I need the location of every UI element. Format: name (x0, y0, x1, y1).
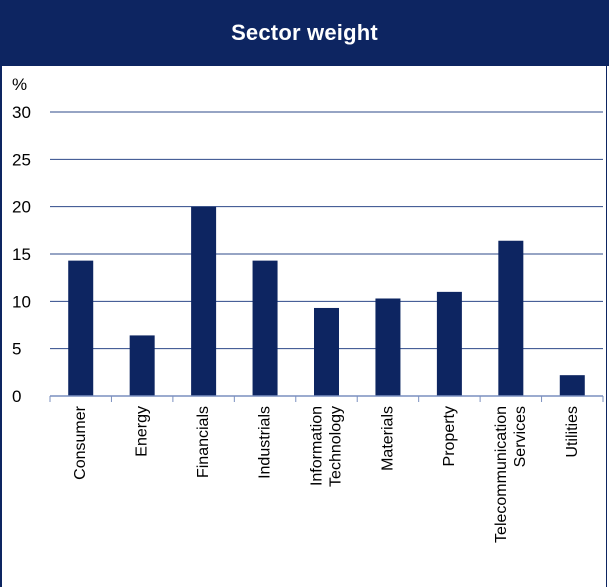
bar (498, 240, 524, 396)
y-tick-label: 20 (12, 198, 31, 217)
bar (436, 291, 462, 396)
y-tick-label: 30 (12, 103, 31, 122)
category-label: Utilities (564, 406, 581, 458)
y-tick-label: 0 (12, 387, 21, 406)
y-tick-labels: 0 5 10 15 20 25 30 (12, 103, 31, 406)
bar (68, 260, 94, 396)
category-label: Services (512, 406, 529, 467)
category-label: Consumer (72, 405, 89, 479)
category-label: Telecommunication (493, 406, 510, 543)
y-tick-label: 5 (12, 340, 21, 359)
category-label: Materials (379, 406, 396, 471)
bar (191, 206, 217, 396)
y-tick-label: 25 (12, 150, 31, 169)
bar (559, 375, 585, 396)
bars (68, 206, 585, 396)
category-label: Property (441, 406, 458, 466)
category-label: Financials (195, 406, 212, 478)
category-labels: Consumer Energy Financials Industrials Infor… (72, 405, 581, 543)
bar (129, 335, 155, 396)
category-label: Industrials (257, 406, 274, 479)
bar (252, 260, 278, 396)
chart-title: Sector weight (231, 20, 378, 45)
y-tick-label: 10 (12, 292, 31, 311)
category-label: Energy (134, 406, 151, 457)
category-label: Technology (328, 406, 345, 487)
bar (314, 307, 339, 396)
category-label: Information (309, 406, 326, 486)
y-unit-label: % (12, 75, 27, 94)
x-axis (49, 395, 604, 402)
bar (375, 298, 401, 396)
y-tick-label: 15 (12, 245, 31, 264)
title-bar: Sector weight (0, 0, 609, 66)
